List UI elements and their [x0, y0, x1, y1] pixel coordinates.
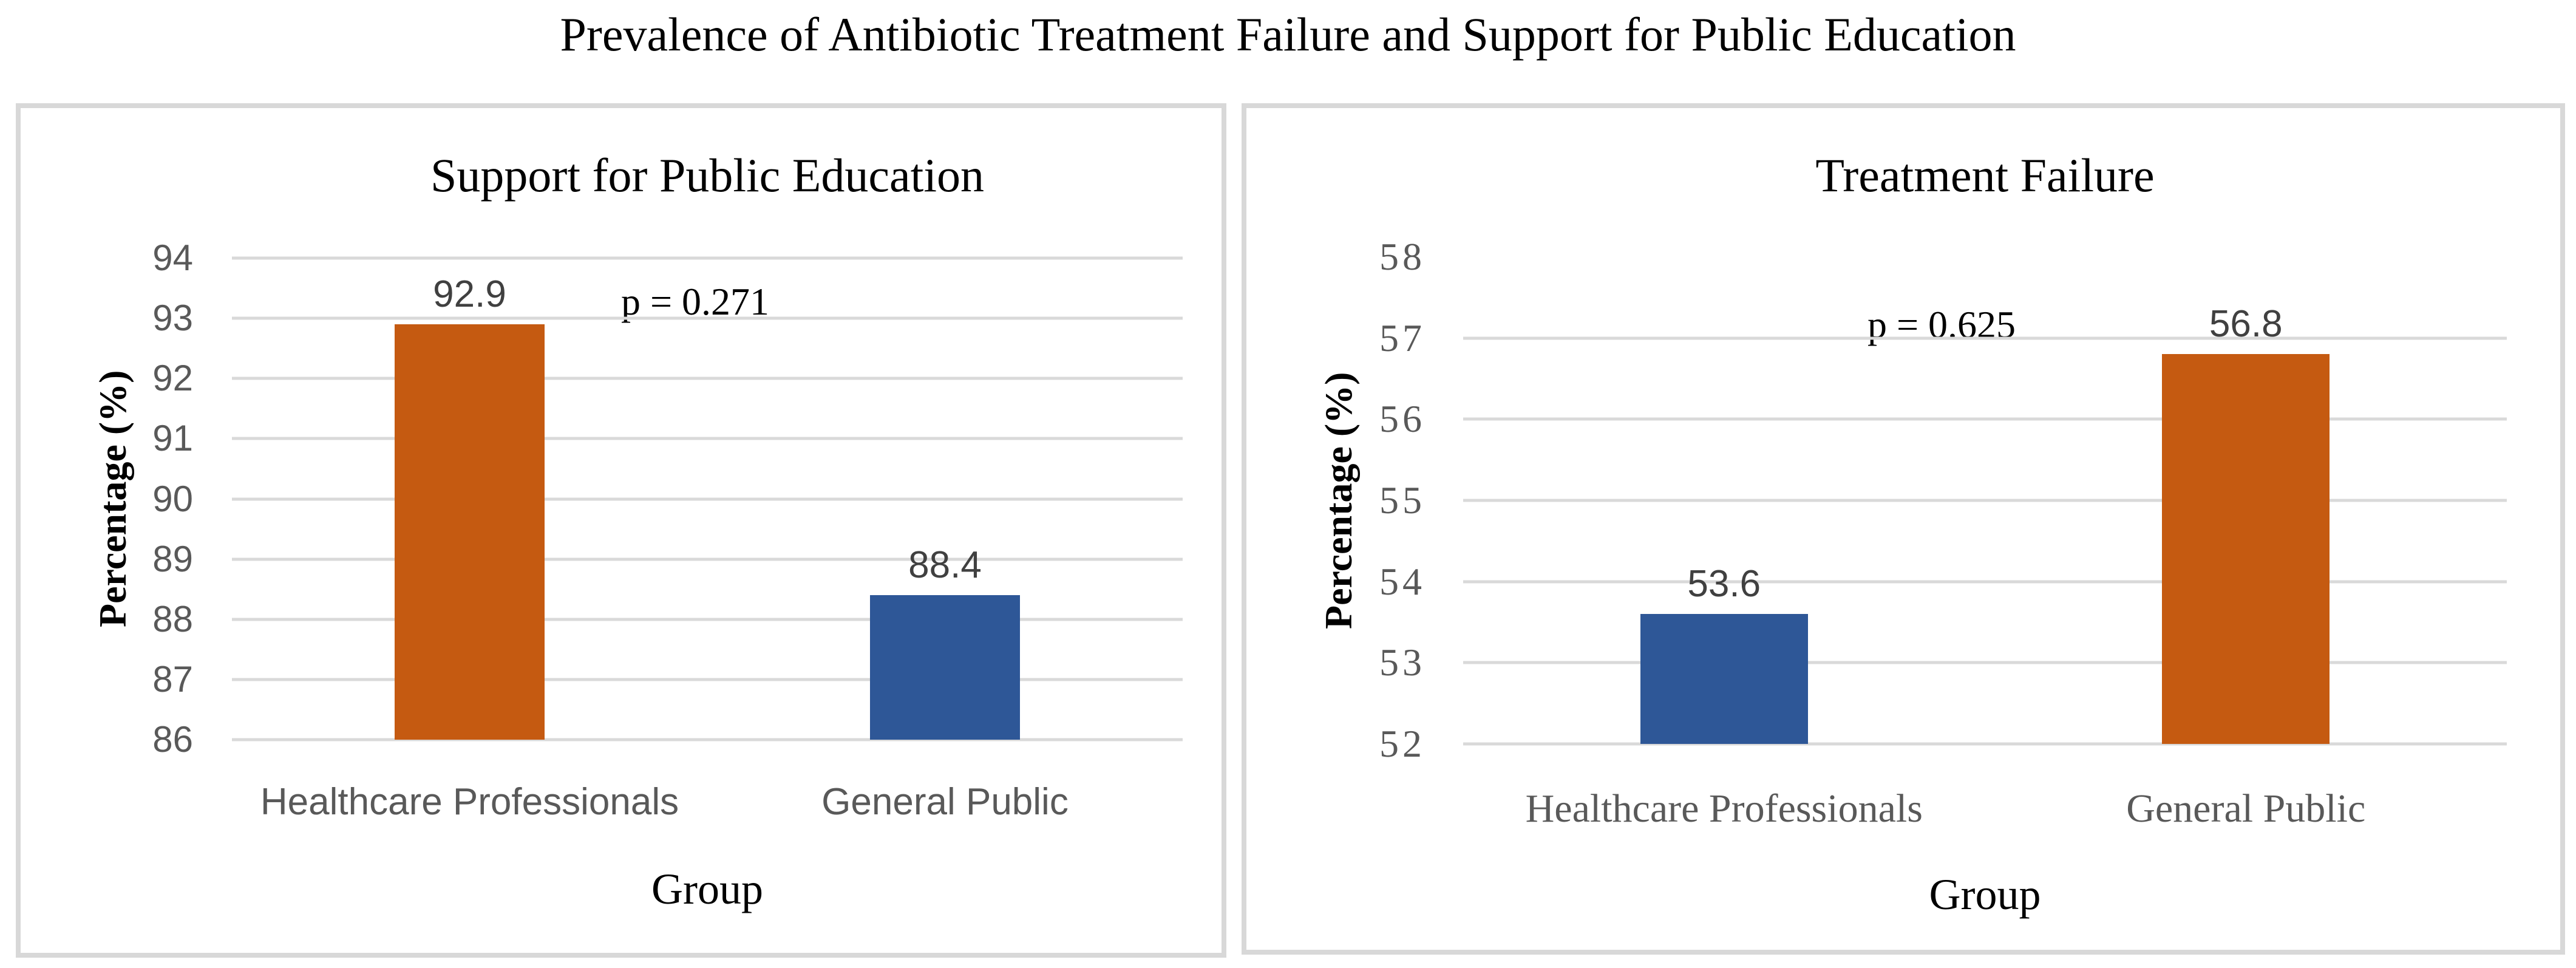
category-label: Healthcare Professionals: [260, 781, 679, 823]
gridline: [232, 678, 1183, 681]
y-tick-label: 55: [1379, 479, 1426, 522]
y-tick-label: 92: [152, 358, 193, 399]
gridline: [1463, 661, 2507, 664]
gridline: [232, 497, 1183, 500]
right-chart-panel: Treatment Failure Percentage (%) 58 57 56 5…: [1242, 103, 2565, 955]
gridline: [232, 738, 1183, 741]
y-tick-label: 86: [152, 719, 193, 760]
plot-area: p = 0.271 92.9 88.4: [232, 256, 1183, 741]
chart-title: Support for Public Education: [430, 149, 985, 202]
gridline: [232, 377, 1183, 380]
y-tick-label: 53: [1379, 641, 1426, 684]
x-axis-category-labels: Healthcare Professionals General Public: [1463, 789, 2507, 844]
y-tick-label: 87: [152, 658, 193, 700]
y-tick-label: 57: [1379, 316, 1426, 360]
chart-title: Treatment Failure: [1815, 149, 2155, 202]
y-tick-label: 90: [152, 478, 193, 519]
gridline: [232, 316, 1183, 320]
plot-area: p = 0.625 53.6 56.8: [1463, 257, 2507, 746]
y-tick-label: 93: [152, 298, 193, 339]
figure-title: Prevalence of Antibiotic Treatment Failu…: [560, 8, 2016, 61]
left-chart-panel: Support for Public Education Percentage …: [16, 103, 1226, 958]
data-label: 92.9: [433, 273, 506, 316]
bar-healthcare-professionals: [1640, 614, 1808, 744]
x-axis-title: Group: [651, 865, 763, 913]
bar-general-public: [870, 595, 1020, 740]
y-tick-label: 88: [152, 598, 193, 639]
bar-healthcare-professionals: [395, 324, 545, 740]
bar-general-public: [2162, 354, 2330, 744]
gridline: [1463, 336, 2507, 340]
y-tick-label: 54: [1379, 559, 1426, 603]
y-tick-label: 91: [152, 418, 193, 459]
gridline: [232, 618, 1183, 621]
data-label: 88.4: [908, 544, 982, 587]
y-tick-label: 58: [1379, 235, 1426, 278]
data-label: 53.6: [1687, 563, 1761, 605]
category-label: General Public: [2126, 786, 2366, 831]
y-tick-label: 94: [152, 237, 193, 278]
p-value-annotation: p = 0.271: [620, 280, 770, 323]
gridline: [1463, 742, 2507, 746]
y-axis-tick-labels: 58 57 56 55 54 53 52: [1246, 237, 1426, 763]
gridline: [232, 256, 1183, 260]
x-axis-category-labels: Healthcare Professionals General Public: [232, 783, 1183, 838]
gridline: [232, 437, 1183, 440]
gridline: [232, 557, 1183, 561]
x-axis-title: Group: [1929, 870, 2041, 919]
data-label: 56.8: [2209, 303, 2283, 346]
y-tick-label: 89: [152, 538, 193, 579]
category-label: General Public: [821, 781, 1069, 823]
y-tick-label: 52: [1379, 722, 1426, 765]
y-tick-label: 56: [1379, 397, 1426, 441]
gridline: [1463, 417, 2507, 421]
category-label: Healthcare Professionals: [1525, 786, 1923, 831]
gridline: [1463, 580, 2507, 584]
gridline: [1463, 499, 2507, 502]
y-axis-tick-labels: 94 93 92 91 90 89 88 87 86: [21, 240, 193, 758]
